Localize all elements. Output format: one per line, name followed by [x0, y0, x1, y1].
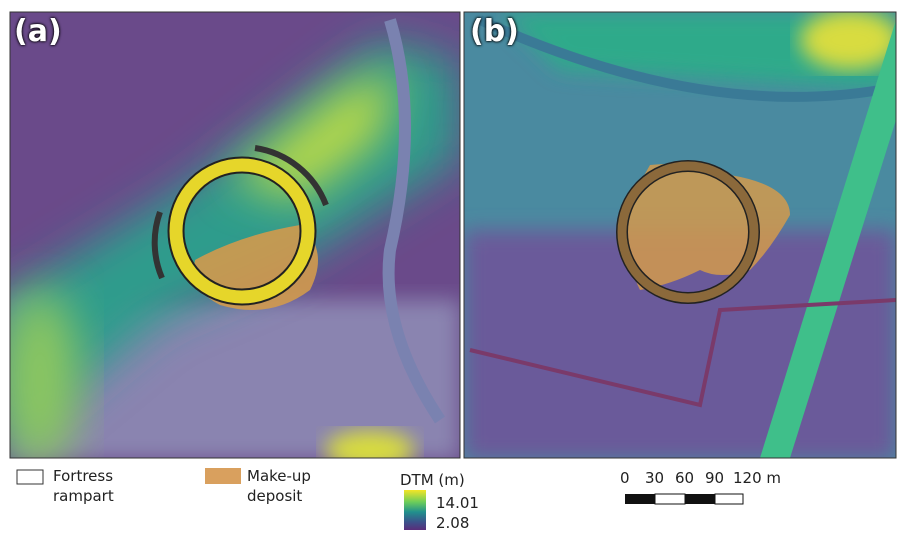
rampart-swatch — [17, 470, 43, 484]
scale-label: 120 m — [733, 468, 781, 488]
scale-label: 30 — [645, 468, 664, 488]
legend-text: Fortress rampart — [53, 466, 133, 506]
colorbar-max: 14.01 — [436, 493, 479, 513]
scale-label: 60 — [675, 468, 694, 488]
scale-label: 90 — [705, 468, 724, 488]
colorbar-min: 2.08 — [436, 513, 469, 533]
panel-b — [464, 10, 900, 460]
map-figure — [0, 0, 902, 533]
panel-label: (a) — [14, 14, 62, 49]
colorbar-title: DTM (m) — [400, 470, 465, 490]
legend-text: Make-up deposit — [247, 466, 327, 506]
page: (a) (b) Fortress rampart Make-up deposit… — [0, 0, 902, 533]
deposit-swatch — [205, 468, 241, 484]
colorbar — [404, 490, 426, 530]
scale-bar — [625, 494, 743, 504]
panel-a — [0, 12, 460, 470]
scale-label: 0 — [620, 468, 630, 488]
panel-label: (b) — [470, 14, 519, 49]
